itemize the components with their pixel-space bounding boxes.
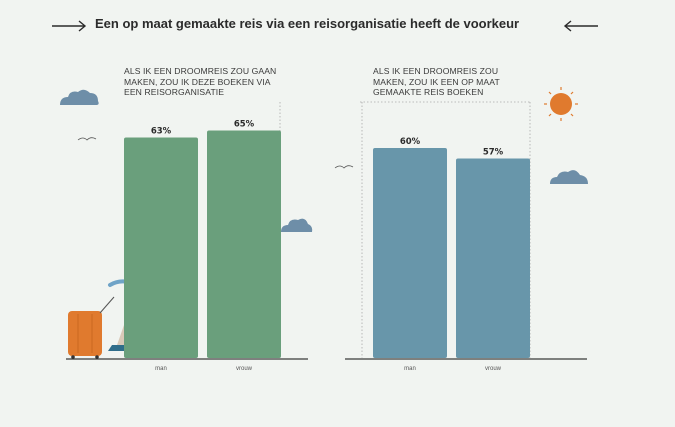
cloud-icon bbox=[281, 218, 313, 232]
arrow-left-icon bbox=[563, 20, 598, 32]
chart-1-value-label-vrouw: 65% bbox=[234, 120, 255, 130]
bird-icon bbox=[77, 137, 97, 141]
chart-1-bar-man bbox=[124, 137, 198, 358]
sun-icon bbox=[544, 87, 578, 121]
chart-2-category-label-man: man bbox=[404, 366, 416, 372]
chart-1-value-label-man: 63% bbox=[151, 127, 172, 137]
chart-2-value-label-man: 60% bbox=[400, 137, 421, 147]
chart-1-bar-vrouw bbox=[207, 130, 281, 358]
chart-2-value-label-vrouw: 57% bbox=[483, 148, 504, 158]
page-title: Een op maat gemaakte reis via een reisor… bbox=[95, 16, 520, 31]
suitcase-icon bbox=[68, 296, 115, 359]
cloud-icon bbox=[60, 89, 99, 105]
bird-icon bbox=[334, 165, 354, 169]
chart-2-bar-vrouw bbox=[456, 158, 530, 358]
chart-2-subtitle: ALS IK EEN DROOMREIS ZOU MAKEN, ZOU IK E… bbox=[373, 66, 500, 97]
arrow-right-icon bbox=[52, 20, 87, 32]
chart-2-bar-man bbox=[373, 148, 447, 358]
title-row: Een op maat gemaakte reis via een reisor… bbox=[0, 14, 675, 36]
chart-1-category-label-vrouw: vrouw bbox=[236, 366, 253, 372]
chart-1-subtitle: ALS IK EEN DROOMREIS ZOU GAAN MAKEN, ZOU… bbox=[124, 66, 277, 97]
bars-layer: 63% man 65% vrouw 60% man 57% vrouw bbox=[124, 120, 530, 372]
chart-2-category-label-vrouw: vrouw bbox=[485, 366, 502, 372]
chart-1-category-label-man: man bbox=[155, 366, 167, 372]
cloud-icon bbox=[550, 170, 588, 184]
